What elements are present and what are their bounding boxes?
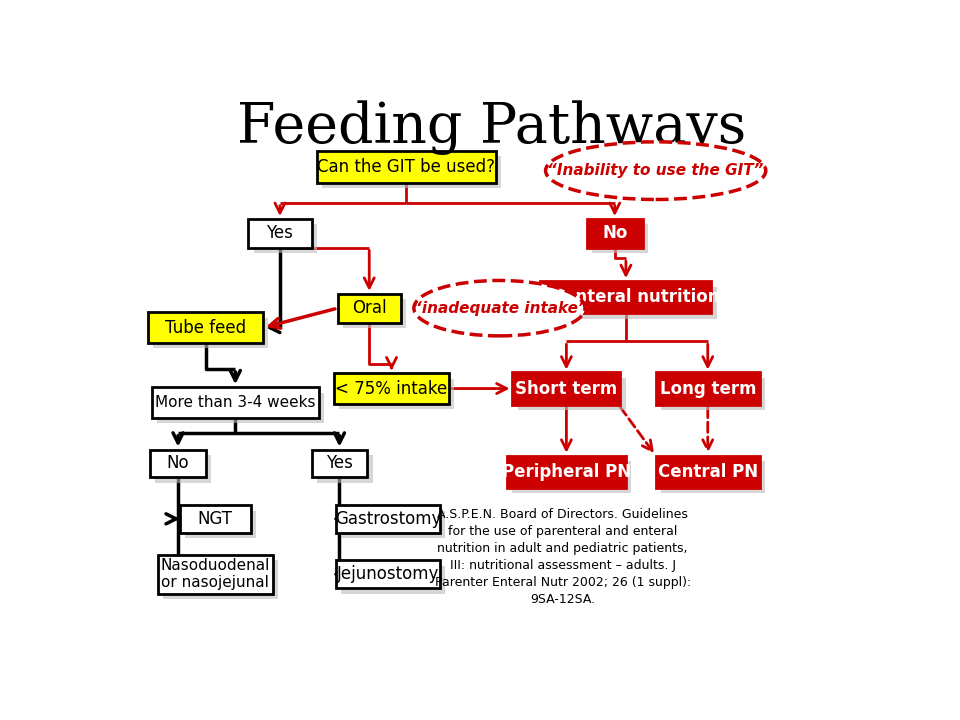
FancyBboxPatch shape (507, 456, 626, 487)
FancyBboxPatch shape (148, 312, 263, 343)
FancyBboxPatch shape (180, 505, 251, 533)
FancyBboxPatch shape (517, 378, 626, 410)
Text: “inadequate intake”: “inadequate intake” (412, 301, 588, 315)
Text: Central PN: Central PN (658, 463, 757, 481)
FancyBboxPatch shape (153, 318, 269, 348)
Text: NGT: NGT (198, 510, 232, 528)
FancyBboxPatch shape (253, 225, 317, 253)
Text: A.S.P.E.N. Board of Directors. Guidelines
for the use of parenteral and enteral
: A.S.P.E.N. Board of Directors. Guideline… (435, 508, 691, 606)
FancyBboxPatch shape (317, 455, 372, 483)
FancyBboxPatch shape (317, 150, 495, 183)
FancyBboxPatch shape (338, 294, 401, 323)
Text: Feeding Pathways: Feeding Pathways (237, 100, 747, 155)
FancyBboxPatch shape (336, 505, 440, 533)
FancyBboxPatch shape (249, 219, 312, 248)
FancyBboxPatch shape (339, 379, 454, 410)
FancyBboxPatch shape (512, 462, 631, 493)
Text: Long term: Long term (660, 379, 756, 397)
FancyBboxPatch shape (323, 156, 501, 189)
FancyBboxPatch shape (156, 455, 211, 483)
FancyBboxPatch shape (336, 560, 440, 588)
Text: Short term: Short term (516, 379, 617, 397)
Text: Yes: Yes (267, 225, 294, 243)
FancyBboxPatch shape (163, 560, 278, 599)
Text: “Inability to use the GIT”: “Inability to use the GIT” (547, 163, 764, 178)
Text: Oral: Oral (352, 300, 387, 317)
Text: Yes: Yes (326, 454, 353, 472)
FancyBboxPatch shape (587, 219, 642, 248)
Text: More than 3-4 weeks: More than 3-4 weeks (156, 395, 316, 410)
FancyBboxPatch shape (592, 225, 648, 253)
FancyBboxPatch shape (156, 392, 324, 423)
Text: Jejunostomy: Jejunostomy (337, 565, 439, 583)
FancyBboxPatch shape (343, 300, 406, 328)
FancyBboxPatch shape (513, 372, 620, 405)
Text: < 75% intake: < 75% intake (335, 379, 447, 397)
FancyBboxPatch shape (545, 287, 717, 319)
FancyBboxPatch shape (540, 281, 711, 313)
FancyBboxPatch shape (656, 456, 760, 487)
Ellipse shape (545, 142, 766, 199)
FancyBboxPatch shape (660, 462, 765, 493)
Text: Parenteral nutrition: Parenteral nutrition (533, 288, 719, 306)
Ellipse shape (414, 280, 585, 336)
Text: Nasoduodenal
or nasojejunal: Nasoduodenal or nasojejunal (160, 558, 270, 590)
Text: Can the GIT be used?: Can the GIT be used? (318, 158, 495, 176)
FancyBboxPatch shape (341, 566, 445, 594)
Text: No: No (167, 454, 189, 472)
FancyBboxPatch shape (660, 378, 765, 410)
Text: Tube feed: Tube feed (165, 318, 246, 336)
Text: Gastrostomy: Gastrostomy (335, 510, 441, 528)
FancyBboxPatch shape (157, 555, 273, 594)
FancyBboxPatch shape (334, 373, 449, 404)
Text: No: No (602, 225, 628, 243)
FancyBboxPatch shape (341, 510, 445, 539)
FancyBboxPatch shape (312, 449, 368, 477)
FancyBboxPatch shape (150, 449, 206, 477)
FancyBboxPatch shape (185, 510, 255, 539)
FancyBboxPatch shape (656, 372, 760, 405)
FancyBboxPatch shape (152, 387, 319, 418)
Text: Peripheral PN: Peripheral PN (502, 463, 631, 481)
